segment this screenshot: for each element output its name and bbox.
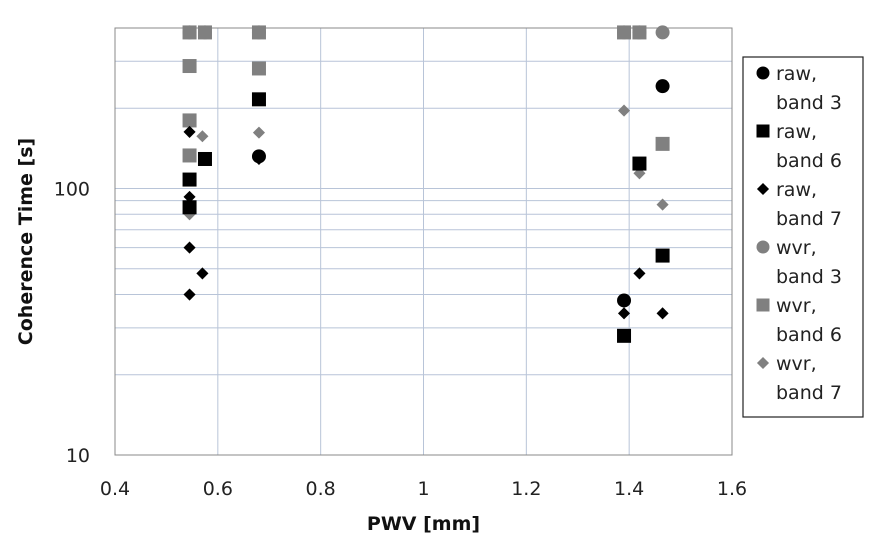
legend-label: wvr, (776, 237, 817, 259)
data-point (251, 92, 266, 107)
data-point (183, 288, 196, 301)
data-point (656, 307, 669, 320)
x-axis-label: PWV [mm] (367, 513, 480, 535)
data-point (183, 125, 196, 138)
data-point (655, 25, 670, 40)
legend-label: raw, (776, 63, 817, 85)
data-point (633, 267, 646, 280)
data-point (183, 241, 196, 254)
y-axis-label: Coherence Time [s] (15, 138, 37, 345)
y-tick-label: 100 (54, 178, 90, 200)
legend-label: band 3 (776, 92, 842, 114)
legend-item: raw, band 7 (756, 179, 842, 230)
data-point (182, 200, 197, 215)
data-point (632, 156, 647, 171)
data-point (252, 126, 266, 139)
legend-item: wvr, band 6 (756, 295, 842, 346)
legend-label: band 6 (776, 324, 842, 346)
data-point (182, 113, 197, 128)
legend-label: band 3 (776, 266, 842, 288)
legend-label: raw, (776, 121, 817, 143)
legend-item: raw, band 6 (756, 121, 842, 172)
x-tick-label: 0.8 (306, 478, 336, 500)
x-tick-label: 1.4 (614, 478, 644, 500)
data-point (183, 190, 196, 203)
data-point (655, 79, 670, 94)
data-point (182, 59, 197, 74)
legend-marker (756, 182, 770, 196)
data-point (632, 25, 647, 40)
legend-marker (756, 66, 770, 80)
data-point (197, 25, 212, 40)
x-tick-label: 1 (417, 478, 429, 500)
x-tick-label: 1.2 (511, 478, 541, 500)
data-point (251, 61, 266, 76)
data-point (655, 248, 670, 263)
legend-label: raw, (776, 179, 817, 201)
data-point (617, 104, 631, 117)
legend-marker (756, 356, 770, 370)
y-tick-label: 10 (66, 445, 90, 467)
legend-item: wvr, band 3 (756, 237, 842, 288)
legend-label: wvr, (776, 295, 817, 317)
x-tick-label: 0.6 (203, 478, 233, 500)
data-point (182, 172, 197, 187)
data-point (252, 152, 266, 166)
grid (114, 27, 733, 456)
x-tick-labels: 0.4 0.6 0.8 1 1.2 1.4 1.6 (100, 478, 747, 500)
plot-frame (114, 27, 733, 456)
y-tick-labels: 10 100 (54, 178, 90, 467)
x-tick-label: 0.4 (100, 478, 130, 500)
legend-marker (756, 124, 770, 138)
data-point (617, 293, 632, 308)
legend-item: raw, band 3 (756, 63, 842, 114)
data-point (196, 267, 209, 280)
data-point (182, 148, 197, 163)
data-point (655, 136, 670, 151)
legend-label: wvr, (776, 353, 817, 375)
data-point (197, 151, 212, 166)
legend-item: wvr, band 7 (756, 353, 842, 404)
data-point (617, 307, 631, 320)
legend-label: band 7 (776, 208, 842, 230)
data-point (617, 328, 632, 343)
data-point (196, 130, 209, 143)
legend-marker (756, 240, 770, 254)
legend: raw, band 3 raw, band 6 raw, band 7 wvr, band 3… (742, 56, 864, 418)
data-point (617, 25, 632, 40)
data-point (251, 25, 266, 40)
legend-label: band 7 (776, 382, 842, 404)
legend-label: band 6 (776, 150, 842, 172)
data-point (656, 198, 669, 211)
x-tick-label: 1.6 (717, 478, 747, 500)
legend-marker (756, 298, 770, 312)
data-point (182, 25, 197, 40)
data-points (182, 25, 670, 343)
